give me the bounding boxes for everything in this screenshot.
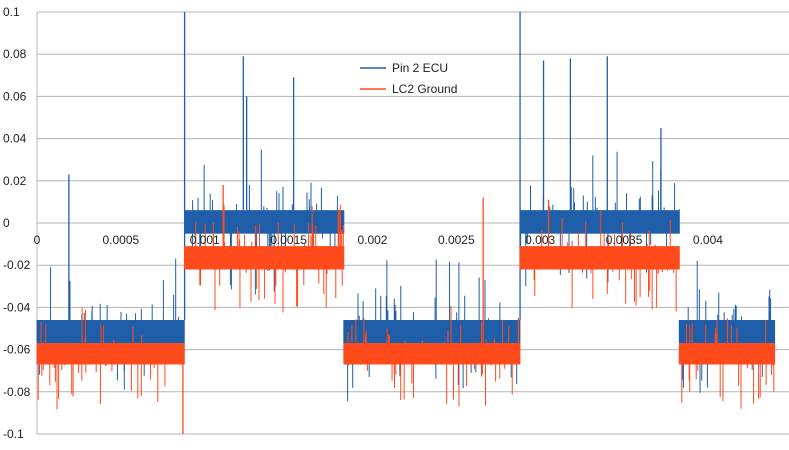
x-tick-label: 0.003	[525, 233, 555, 247]
legend-label: LC2 Ground	[392, 82, 457, 96]
series-band-core	[37, 320, 185, 344]
y-tick-label: -0.08	[3, 385, 31, 399]
series-band-core	[343, 343, 521, 365]
y-tick-label: -0.02	[3, 258, 31, 272]
x-tick-label: 0.004	[693, 233, 723, 247]
series-lc2-ground	[36, 185, 776, 434]
series-band-core	[520, 210, 680, 234]
series-band-core	[679, 343, 775, 365]
y-tick-label: 0.04	[3, 132, 27, 146]
y-tick-label: 0.02	[3, 174, 27, 188]
axes: 0.10.080.060.040.020-0.02-0.04-0.06-0.08…	[3, 5, 723, 441]
x-tick-label: 0.0015	[270, 233, 307, 247]
x-tick-label: 0	[34, 233, 41, 247]
legend-label: Pin 2 ECU	[392, 61, 448, 75]
x-tick-label: 0.0005	[103, 233, 140, 247]
series-band-core	[343, 320, 521, 344]
series-band-core	[37, 343, 185, 365]
x-tick-label: 0.002	[357, 233, 387, 247]
y-tick-label: -0.04	[3, 300, 31, 314]
y-tick-label: -0.06	[3, 343, 31, 357]
series-band-core	[184, 210, 344, 234]
y-tick-label: -0.1	[3, 427, 24, 441]
y-tick-label: 0.1	[3, 5, 20, 19]
y-tick-label: 0.06	[3, 89, 27, 103]
x-tick-label: 0.0035	[606, 233, 643, 247]
x-tick-label: 0.0025	[438, 233, 475, 247]
series-band-core	[520, 246, 680, 270]
x-tick-label: 0.001	[190, 233, 220, 247]
series-band-core	[184, 246, 344, 270]
plot-area	[36, 12, 776, 434]
y-tick-label: 0	[3, 216, 10, 230]
y-tick-label: 0.08	[3, 47, 27, 61]
legend: Pin 2 ECU LC2 Ground	[360, 61, 457, 96]
